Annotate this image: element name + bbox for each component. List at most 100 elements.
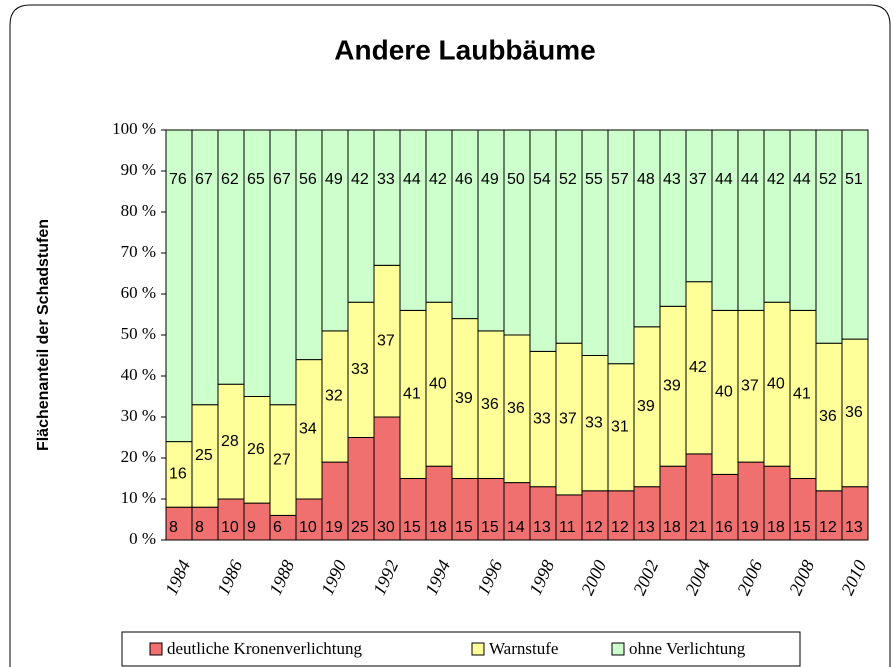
value-label: 41 bbox=[793, 386, 811, 403]
bar-segment bbox=[789, 129, 817, 311]
value-label: 9 bbox=[247, 519, 256, 536]
value-label: 42 bbox=[689, 359, 707, 376]
value-label: 57 bbox=[611, 171, 629, 188]
value-label: 55 bbox=[585, 171, 603, 188]
value-label: 15 bbox=[793, 519, 811, 536]
bar-segment bbox=[659, 129, 687, 307]
value-label: 44 bbox=[403, 171, 421, 188]
legend-swatch bbox=[611, 642, 625, 656]
x-tick-label: 2008 bbox=[785, 557, 818, 598]
value-label: 40 bbox=[767, 375, 785, 392]
bar-segment bbox=[191, 404, 219, 508]
bar-segment bbox=[295, 359, 323, 500]
bar-segment bbox=[503, 129, 531, 336]
legend-label: Warnstufe bbox=[489, 639, 558, 658]
bar-segment bbox=[321, 461, 349, 541]
y-axis-title: Flächenanteil der Schadstufen bbox=[35, 219, 52, 451]
bar-segment bbox=[451, 478, 479, 541]
y-tick-label: 30 % bbox=[121, 406, 156, 425]
y-tick-label: 70 % bbox=[121, 242, 156, 261]
x-tick-label: 2006 bbox=[733, 557, 766, 598]
value-label: 37 bbox=[741, 377, 759, 394]
value-label: 36 bbox=[819, 408, 837, 425]
bar-segment bbox=[633, 129, 661, 328]
value-label: 49 bbox=[325, 171, 343, 188]
value-label: 46 bbox=[455, 171, 473, 188]
y-tick-label: 20 % bbox=[121, 447, 156, 466]
value-label: 67 bbox=[273, 171, 291, 188]
value-label: 12 bbox=[819, 519, 837, 536]
bar-segment bbox=[399, 309, 427, 479]
value-label: 15 bbox=[403, 519, 421, 536]
value-label: 6 bbox=[273, 519, 282, 536]
y-tick-label: 40 % bbox=[121, 365, 156, 384]
value-label: 25 bbox=[195, 447, 213, 464]
value-label: 13 bbox=[637, 519, 655, 536]
y-tick-label: 50 % bbox=[121, 324, 156, 343]
bar-segment bbox=[633, 486, 661, 541]
frame bbox=[9, 4, 891, 667]
value-label: 13 bbox=[533, 519, 551, 536]
legend-swatch bbox=[149, 642, 163, 656]
bar-segment bbox=[763, 301, 791, 467]
value-label: 10 bbox=[299, 519, 317, 536]
legend-swatch bbox=[471, 642, 485, 656]
bar-segment bbox=[841, 486, 869, 541]
value-label: 51 bbox=[845, 171, 863, 188]
x-tick-label: 1988 bbox=[265, 557, 298, 598]
bar-segment bbox=[477, 129, 505, 332]
value-label: 37 bbox=[377, 332, 395, 349]
bar-segment bbox=[399, 129, 427, 311]
value-label: 36 bbox=[481, 396, 499, 413]
y-tick-label: 10 % bbox=[121, 488, 156, 507]
bar-segment bbox=[243, 396, 271, 504]
value-label: 43 bbox=[663, 171, 681, 188]
bar-segment bbox=[633, 326, 661, 488]
value-label: 37 bbox=[559, 410, 577, 427]
bar-segment bbox=[711, 129, 739, 311]
bar-segment bbox=[269, 129, 297, 406]
value-label: 8 bbox=[195, 519, 204, 536]
value-label: 19 bbox=[325, 519, 343, 536]
value-label: 49 bbox=[481, 171, 499, 188]
value-label: 10 bbox=[221, 519, 239, 536]
value-label: 39 bbox=[455, 390, 473, 407]
value-label: 12 bbox=[585, 519, 603, 536]
value-label: 25 bbox=[351, 519, 369, 536]
bar-segment bbox=[373, 264, 401, 418]
bar-segment bbox=[607, 363, 635, 492]
value-label: 39 bbox=[663, 377, 681, 394]
bar-segment bbox=[581, 129, 609, 356]
value-label: 44 bbox=[715, 171, 733, 188]
bar-segment bbox=[451, 129, 479, 320]
bar-segment bbox=[191, 129, 219, 406]
x-tick-label: 1998 bbox=[525, 557, 558, 598]
bar-segment bbox=[737, 309, 765, 463]
x-tick-label: 2004 bbox=[681, 557, 714, 598]
bar-segment bbox=[789, 309, 817, 479]
bar-segment bbox=[841, 129, 869, 340]
bar-segment bbox=[685, 281, 713, 455]
bar-segment bbox=[269, 404, 297, 516]
bar-segment bbox=[477, 330, 505, 479]
bar-segment bbox=[555, 342, 583, 496]
bar-segment bbox=[321, 330, 349, 463]
x-tick-label: 2002 bbox=[629, 557, 662, 598]
bar-segment bbox=[685, 129, 713, 283]
value-label: 42 bbox=[429, 171, 447, 188]
bar-segment bbox=[243, 502, 271, 541]
x-tick-label: 1986 bbox=[213, 557, 246, 598]
bar-segment bbox=[763, 129, 791, 303]
value-label: 13 bbox=[845, 519, 863, 536]
value-label: 15 bbox=[455, 519, 473, 536]
value-label: 37 bbox=[689, 171, 707, 188]
x-tick-label: 1990 bbox=[317, 557, 350, 598]
value-label: 40 bbox=[429, 375, 447, 392]
x-tick-label: 1992 bbox=[369, 557, 402, 598]
x-tick-label: 2010 bbox=[837, 557, 870, 598]
value-label: 32 bbox=[325, 388, 343, 405]
value-label: 42 bbox=[351, 171, 369, 188]
value-label: 26 bbox=[247, 441, 265, 458]
x-tick-label: 1984 bbox=[161, 557, 194, 598]
